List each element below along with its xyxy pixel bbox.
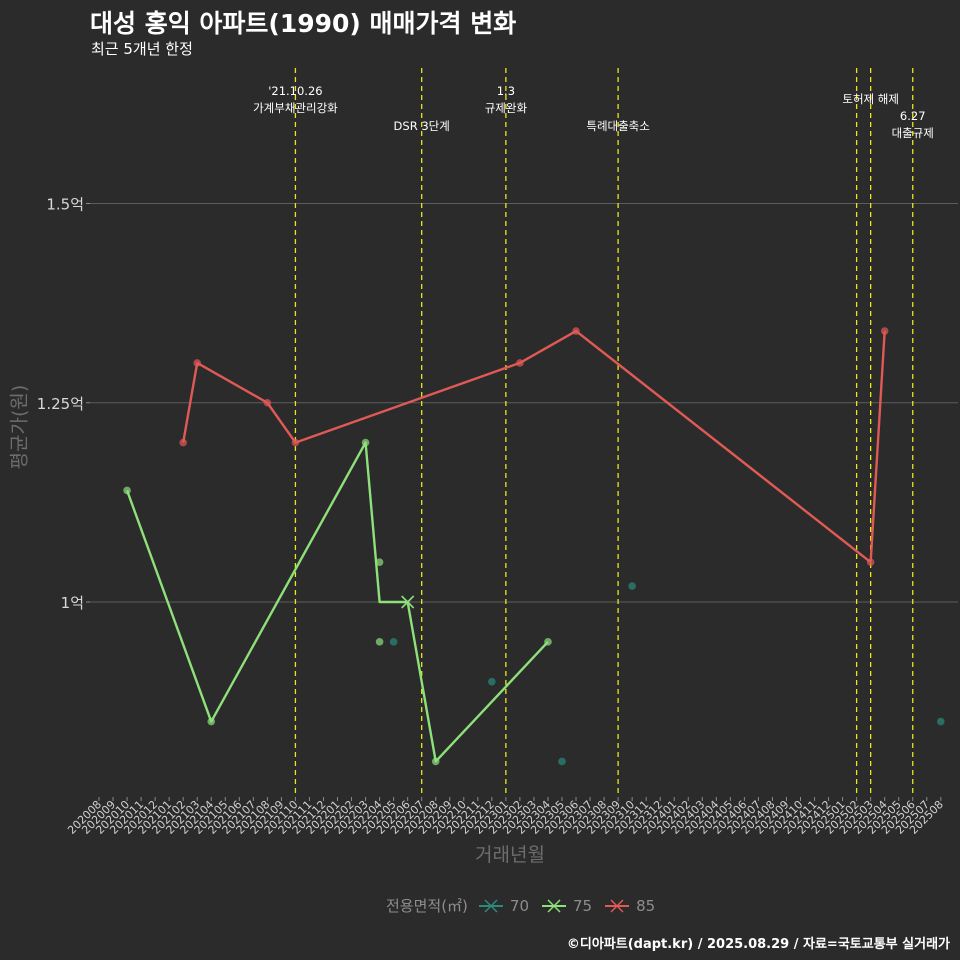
- data-point-70: [558, 757, 566, 766]
- data-point-75: [207, 717, 216, 726]
- data-point-85: [880, 327, 889, 335]
- legend-item-75: 75: [541, 896, 592, 916]
- event-annotation: 가계부채관리강화: [253, 101, 338, 115]
- legend-item-70: 70: [478, 896, 529, 916]
- data-point-85: [179, 438, 187, 447]
- data-point-85: [866, 558, 875, 566]
- cross-stroke: [401, 595, 415, 609]
- chart-title: 대성 홍익 아파트(1990) 매매가격 변화: [90, 9, 517, 38]
- y-tick-label: 1억: [61, 594, 84, 612]
- legend-label-75: 75: [573, 896, 593, 915]
- event-annotation: 대출규제: [892, 126, 934, 140]
- chart-subtitle: 최근 5개년 한정: [91, 40, 193, 58]
- source-caption: ©디아파트(dapt.kr) / 2025.08.29 / 자료=국토교통부 실…: [566, 937, 950, 952]
- data-point-85: [291, 438, 300, 447]
- data-point-70: [488, 677, 496, 686]
- legend-label-85: 85: [636, 896, 656, 915]
- y-tick-label: 1.5억: [46, 196, 84, 214]
- legend-key-70: [478, 898, 503, 913]
- event-annotation: 규제완화: [485, 101, 528, 115]
- event-annotation: 1.3: [497, 84, 515, 98]
- series-line-85: [181, 329, 872, 564]
- y-tick-label: 1.25억: [37, 395, 84, 413]
- data-point-70: [389, 638, 398, 646]
- legend-key-85: [605, 898, 630, 913]
- data-point-70: [937, 717, 945, 726]
- x-axis-label: 거래년월: [475, 844, 545, 866]
- legend-label-70: 70: [509, 896, 529, 915]
- data-point-75: [431, 757, 440, 766]
- data-point-75: [123, 486, 131, 495]
- event-annotation: 토허제 해제: [842, 92, 899, 106]
- data-point-85: [516, 359, 524, 367]
- data-point-75: [375, 558, 384, 566]
- event-annotation: '21.10.26: [268, 84, 322, 98]
- legend-key-75: [542, 898, 566, 913]
- data-point-85: [263, 398, 272, 407]
- y-axis-label: 평균가(원): [8, 384, 31, 470]
- data-point-75: [375, 638, 384, 646]
- data-point-85: [193, 359, 202, 367]
- legend-item-85: 85: [604, 896, 655, 916]
- event-annotation: 6.27: [900, 109, 926, 123]
- data-cross-75: [401, 595, 415, 609]
- data-point-75: [361, 438, 370, 447]
- data-point-70: [628, 582, 636, 590]
- data-point-75: [544, 638, 552, 646]
- event-annotation: 특례대출축소: [586, 119, 649, 133]
- series-line-85: [869, 330, 886, 563]
- event-annotation: DSR 3단계: [394, 119, 450, 133]
- data-point-85: [572, 327, 580, 335]
- legend: 전용면적(㎡) 70 75 85: [386, 895, 667, 916]
- legend-title: 전용면적(㎡): [386, 897, 468, 915]
